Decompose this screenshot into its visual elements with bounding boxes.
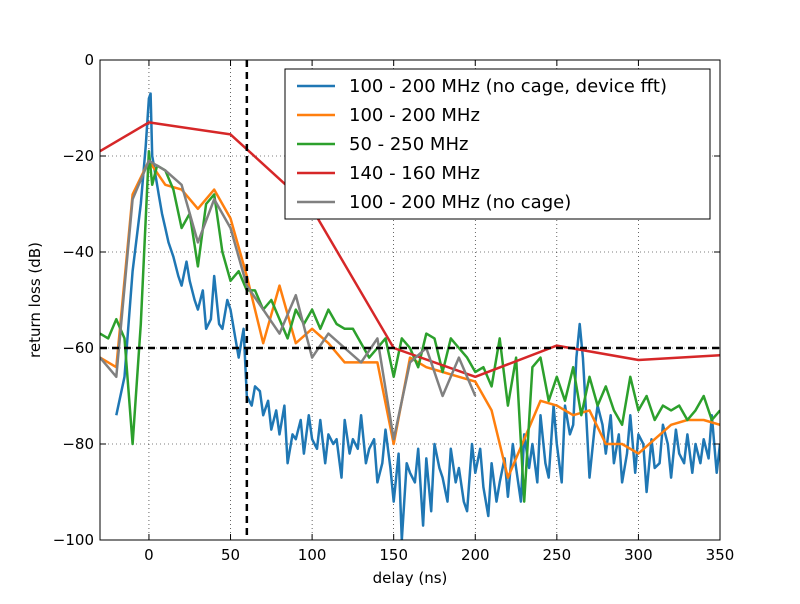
series-line-2	[100, 149, 720, 503]
legend-box	[284, 68, 711, 220]
y-tick-label: −80	[62, 435, 94, 453]
x-tick-label: 200	[461, 546, 490, 564]
y-tick-label: −60	[62, 339, 94, 357]
y-tick-label: 0	[84, 51, 94, 69]
x-tick-label: 250	[543, 546, 572, 564]
tick-layer: 0 50 100 150 200 250 300 350 0 −20 −40 −60 −80 −100	[53, 51, 735, 564]
y-tick-label: −100	[53, 531, 94, 549]
legend-label: 140 - 160 MHz	[349, 163, 480, 184]
x-tick-label: 300	[624, 546, 653, 564]
plot-frame	[99, 59, 721, 541]
legend-label: 50 - 250 MHz	[349, 134, 468, 155]
x-tick-label: 100	[298, 546, 327, 564]
y-tick-label: −40	[62, 243, 94, 261]
x-tick-label: 350	[706, 546, 735, 564]
x-axis-label: delay (ns)	[373, 569, 448, 587]
y-tick-label: −20	[62, 147, 94, 165]
x-tick-label: 0	[144, 546, 154, 564]
legend: 100 - 200 MHz (no cage, device fft) 100 -…	[284, 68, 711, 220]
legend-label: 100 - 200 MHz	[349, 105, 480, 126]
legend-label: 100 - 200 MHz (no cage)	[349, 192, 571, 213]
x-tick-label: 150	[379, 546, 408, 564]
reference-lines-layer	[100, 60, 720, 540]
y-axis-label: return loss (dB)	[26, 242, 44, 358]
x-tick-label: 50	[221, 546, 240, 564]
series-line-0	[115, 92, 720, 540]
legend-label: 100 - 200 MHz (no cage, device fft)	[349, 76, 667, 97]
series-line-1	[100, 159, 720, 479]
series-line-4	[100, 159, 477, 441]
